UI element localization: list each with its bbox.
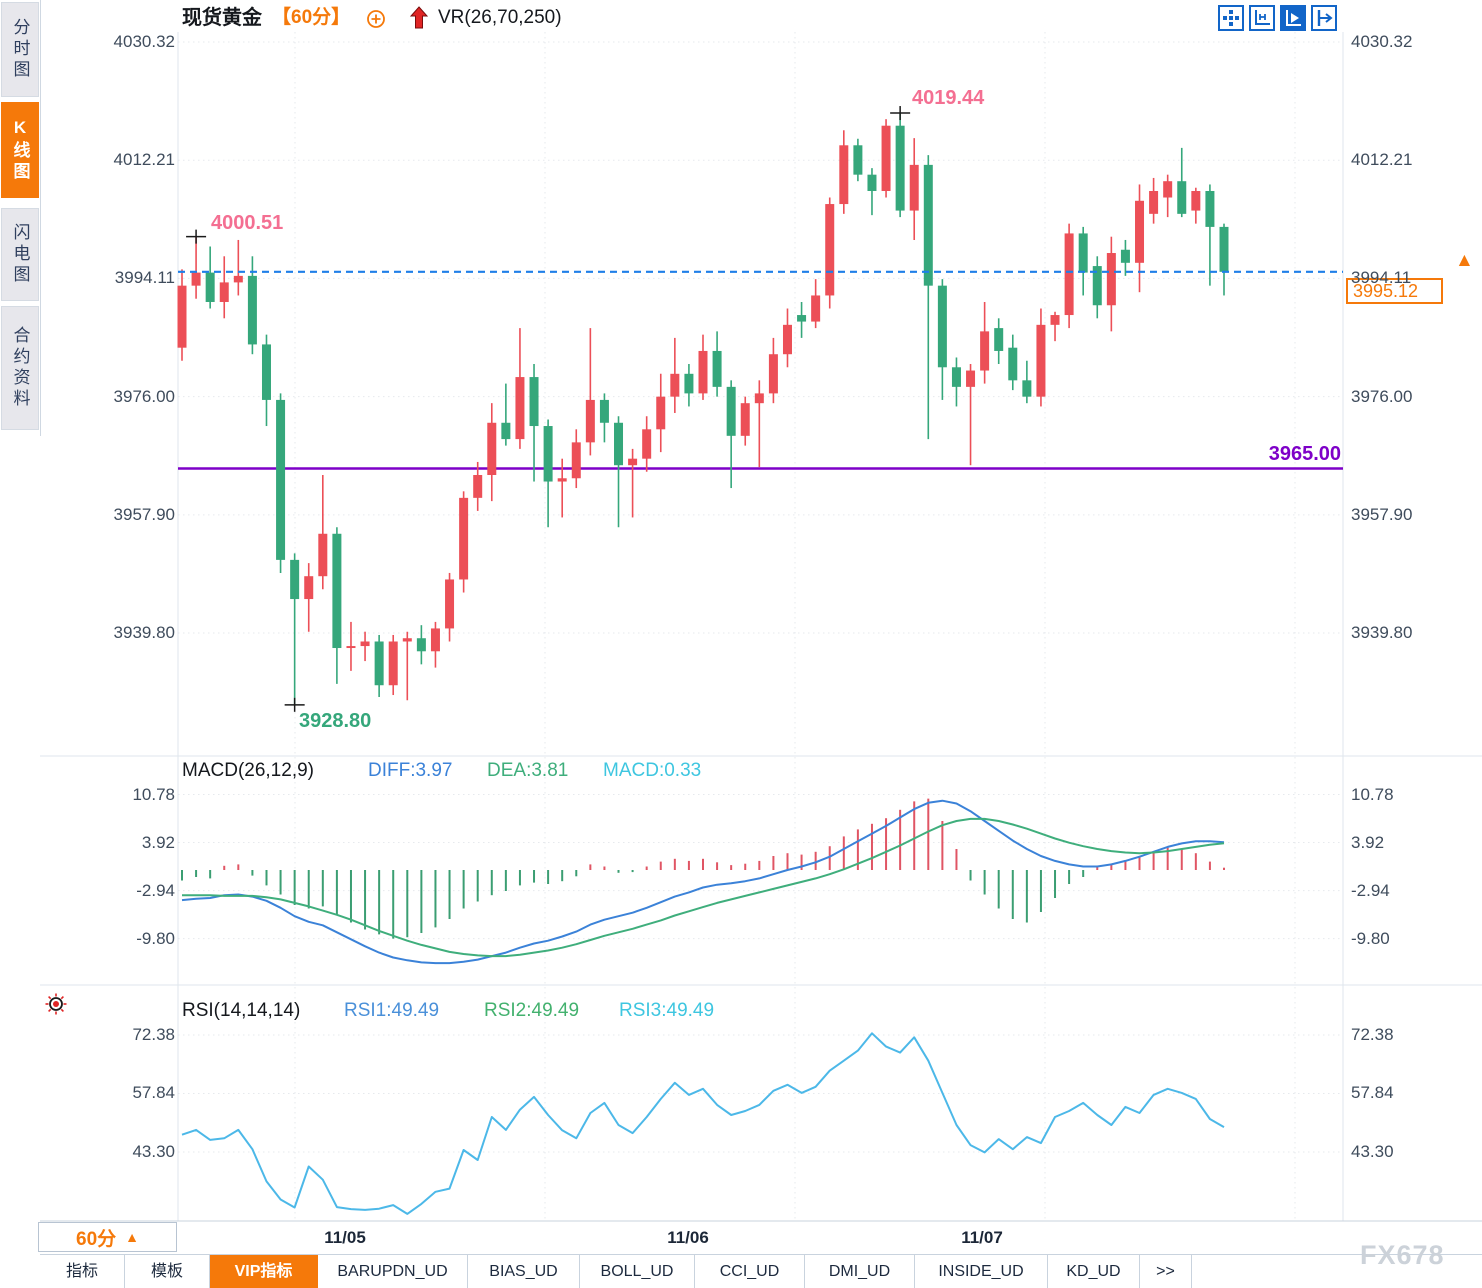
axis-label: 3976.00 (113, 386, 175, 406)
indicator-tab-3[interactable]: VIP指标 (210, 1255, 318, 1288)
date-label: 11/06 (667, 1228, 709, 1247)
indicator-tab-5[interactable]: BIAS_UD (468, 1255, 580, 1288)
sidebar-tab-lightning-chart[interactable]: 闪电图 (1, 208, 39, 301)
swing-low-label: 3928.80 (299, 710, 372, 732)
indicator-tab-11[interactable]: >> (1140, 1255, 1192, 1288)
axis-label: 72.38 (132, 1025, 175, 1044)
sidebar-tab-label: 合约资料 (10, 326, 30, 410)
axis-label: -2.94 (136, 880, 175, 900)
watermark: FX678 (1360, 1240, 1445, 1270)
axis-label: 4012.21 (113, 150, 175, 170)
axis-label: 10.78 (132, 784, 175, 804)
interval-label: 60分 (76, 1228, 117, 1250)
sidebar-tab-contract-info[interactable]: 合约资料 (1, 306, 39, 430)
macd-dea-line (182, 817, 1225, 958)
sidebar-tab-label: 闪电图 (10, 223, 30, 286)
price-up-arrow-icon: ▲ (1455, 250, 1474, 271)
axis-label: 3994.11 (1351, 268, 1412, 288)
current-price-tag: 3995.12 (1346, 278, 1443, 304)
indicator-tab-8[interactable]: DMI_UD (805, 1255, 915, 1288)
axis-label: -2.94 (1351, 880, 1390, 900)
macd-value: MACD:0.33 (603, 760, 702, 781)
current-price-value: 3995.12 (1353, 281, 1419, 301)
axis-label: 4030.32 (1351, 32, 1413, 51)
indicator-tab-1[interactable]: 指标 (40, 1255, 125, 1288)
axis-label: -9.80 (1351, 928, 1390, 948)
trend-up-arrow-icon (409, 6, 429, 29)
date-label: 11/07 (961, 1228, 1003, 1247)
axis-label: 3976.00 (1351, 386, 1413, 406)
axis-label: 57.84 (1351, 1083, 1394, 1103)
sidebar-tab-time-chart[interactable]: 分时图 (1, 2, 39, 97)
add-indicator-icon[interactable] (366, 6, 386, 30)
symbol-title: 现货黄金 (182, 7, 262, 29)
indicator-tab-2[interactable]: 模板 (125, 1255, 210, 1288)
axis-label: 3994.11 (114, 268, 175, 288)
rsi-line (181, 1032, 1225, 1215)
macd-title[interactable]: MACD(26,12,9) (182, 760, 314, 781)
alert-sun-icon[interactable] (44, 992, 68, 1016)
axis-label: 43.30 (132, 1141, 175, 1161)
sidebar-tab-label: K线图 (10, 117, 30, 183)
support-level-label: 3965.00 (1268, 443, 1341, 465)
crosshair-grid-icon[interactable] (1218, 5, 1244, 31)
candlestick-series (177, 113, 1229, 705)
macd-diff-value: DIFF:3.97 (368, 760, 453, 781)
indicator-tab-bar: 指标 模板 VIP指标 BARUPDN_UD BIAS_UD BOLL_UD CCI_UD D… (40, 1254, 1482, 1288)
rsi-title[interactable]: RSI(14,14,14) (182, 1000, 301, 1021)
sidebar-tab-label: 分时图 (10, 18, 30, 81)
macd-dea-value: DEA:3.81 (487, 760, 569, 781)
overlay-indicator-label[interactable]: VR(26,70,250) (438, 7, 562, 28)
axis-label: 72.38 (1351, 1025, 1394, 1044)
axis-label: 3939.80 (113, 623, 175, 642)
indicator-tab-4[interactable]: BARUPDN_UD (318, 1255, 468, 1288)
indicator-tab-9[interactable]: INSIDE_UD (915, 1255, 1048, 1288)
swing-high-left-label: 4000.51 (211, 212, 284, 234)
indicator-tab-10[interactable]: KD_UD (1048, 1255, 1140, 1288)
indicator-tab-7[interactable]: CCI_UD (695, 1255, 805, 1288)
axis-play-icon[interactable] (1280, 5, 1306, 31)
sidebar-tab-kline-chart[interactable]: K线图 (1, 102, 39, 198)
axis-label: -9.80 (136, 928, 175, 948)
axis-label: 3939.80 (1351, 623, 1413, 642)
axis-range-icon[interactable] (1249, 5, 1275, 31)
rsi2-value: RSI2:49.49 (484, 1000, 580, 1021)
date-label: 11/05 (324, 1228, 366, 1247)
macd-diff-line (181, 799, 1225, 965)
rsi1-value: RSI1:49.49 (344, 1000, 440, 1021)
sidebar-divider (40, 0, 41, 436)
axis-label: 57.84 (132, 1083, 175, 1103)
axis-label: 43.30 (1351, 1141, 1394, 1161)
indicator-tab-6[interactable]: BOLL_UD (580, 1255, 695, 1288)
axis-label: 4012.21 (1351, 150, 1413, 170)
axis-label: 10.78 (1351, 784, 1394, 804)
axis-label: 3.92 (141, 832, 175, 852)
axis-label: 3.92 (1351, 832, 1385, 852)
axis-label: 4030.32 (113, 32, 175, 51)
rsi3-value: RSI3:49.49 (619, 1000, 715, 1021)
macd-histogram (181, 798, 1225, 939)
interval-dropdown-arrow-icon: ▲ (125, 1229, 139, 1245)
axis-label: 3957.90 (1351, 504, 1413, 524)
period-label[interactable]: 【60分】 (272, 7, 351, 28)
axis-label: 3957.90 (113, 504, 175, 524)
pane-shift-icon[interactable] (1311, 5, 1337, 31)
swing-high-right-label: 4019.44 (912, 87, 985, 109)
interval-selector[interactable]: 60分 ▲ (38, 1222, 177, 1252)
